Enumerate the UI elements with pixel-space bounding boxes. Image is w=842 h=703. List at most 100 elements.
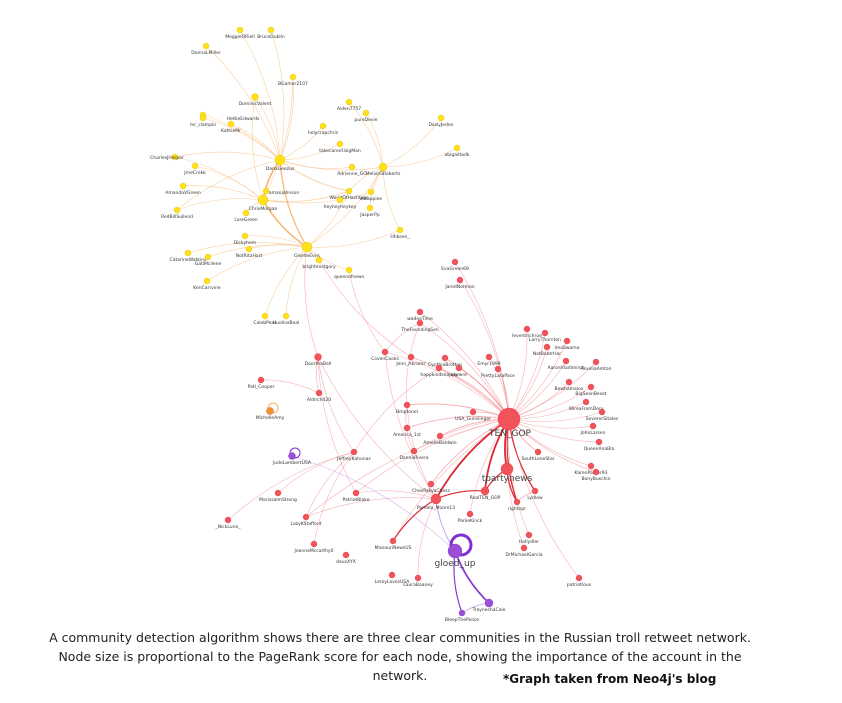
network-edge	[279, 143, 341, 161]
node-label: ParkeKinck	[458, 518, 483, 524]
network-node: JrneCrekk	[183, 162, 206, 176]
network-node: RedBillSullend	[161, 206, 193, 220]
network-node: BigSeanBeset	[575, 383, 607, 397]
node-circle	[592, 358, 600, 366]
node-circle	[350, 448, 358, 456]
network-edge	[417, 498, 437, 579]
node-circle	[199, 114, 207, 122]
network-edge	[410, 356, 510, 420]
network-node: Bowhamalov	[555, 378, 584, 392]
network-edge	[419, 311, 510, 420]
network-edge	[508, 418, 580, 579]
network-node: WireaFromDery	[569, 398, 604, 412]
node-label: deusXYX	[336, 559, 356, 565]
network-edge	[419, 322, 510, 420]
node-circle	[245, 245, 253, 253]
node-label: AmelieBaldwin	[423, 440, 456, 446]
node-circle	[441, 354, 449, 362]
network-node: skewre	[451, 364, 467, 378]
node-circle	[396, 226, 404, 234]
node-circle	[345, 187, 353, 195]
node-circle	[494, 365, 502, 373]
node-circle	[315, 256, 323, 264]
node-label: Jenn_Abrams	[395, 361, 426, 367]
node-circle	[262, 187, 270, 195]
node-circle	[541, 329, 549, 337]
node-circle	[315, 389, 323, 397]
network-node: MissouriNewsUS	[375, 537, 412, 551]
node-label: DonnaLMiller	[191, 50, 221, 56]
node-label: holycrapchris	[308, 130, 339, 136]
network-edge	[317, 356, 437, 500]
node-circle	[203, 277, 211, 285]
node-circle	[589, 422, 597, 430]
node-label: DominicValent	[239, 101, 272, 107]
node-circle	[367, 188, 375, 196]
network-node: patriotlous	[567, 574, 592, 588]
network-edge	[254, 96, 281, 161]
node-label: SovererSitales	[586, 416, 619, 422]
network-edge	[382, 117, 442, 168]
network-edge	[251, 96, 264, 201]
node-label: Bmptonol	[396, 409, 418, 415]
node-circle	[257, 376, 265, 384]
node-circle	[520, 544, 528, 552]
node-circle	[414, 574, 422, 582]
node-circle	[241, 232, 249, 240]
network-edge	[244, 235, 308, 248]
node-label: rightnpr	[508, 506, 526, 512]
network-node: HuelinsBeal	[273, 312, 300, 326]
node-label: JaredNorman	[444, 284, 474, 290]
node-label: ImaSwama	[555, 345, 580, 351]
retweet-network-graph: MeggieORiell BruceDublin DonnaLMiller BGame…	[150, 26, 619, 623]
node-circle	[416, 319, 424, 327]
network-node: QueenAnaBla	[584, 438, 615, 452]
network-node: LeroyLovesUSA	[375, 571, 410, 585]
node-circle	[563, 337, 571, 345]
node-label: DoorthaBell	[305, 361, 332, 367]
node-label: CatarineWatkins	[170, 257, 208, 263]
network-edge	[176, 198, 264, 211]
node-circle	[301, 241, 313, 253]
network-edge	[365, 112, 384, 168]
figure-caption: A community detection algorithm shows th…	[20, 628, 780, 685]
network-node: Aldrich420	[307, 389, 331, 403]
network-node: Patl_Cooper	[248, 376, 274, 390]
node-label: JohnLarsen	[580, 430, 606, 436]
node-circle	[274, 489, 282, 497]
node-circle	[598, 408, 606, 416]
node-label: HuelinsBeal	[273, 320, 300, 326]
network-node: holycrapchris	[308, 122, 339, 136]
node-label: TrayneshaCole	[472, 607, 506, 613]
network-node: JohnLarsen	[580, 422, 606, 436]
node-circle	[531, 487, 539, 495]
node-circle	[592, 468, 600, 476]
network-node: LazyKStafford	[290, 513, 322, 527]
node-label: RedBillSullend	[161, 214, 193, 220]
node-label: JeanneMccarthy0	[294, 548, 334, 554]
network-node: CynthiaBrotton	[428, 354, 462, 368]
network-node: JeanneMccarthy0	[294, 540, 334, 554]
network-node: happkindsnappy	[420, 364, 458, 378]
network-node: Adrienne_GG	[337, 163, 367, 177]
node-circle	[484, 598, 494, 608]
node-circle	[266, 407, 274, 415]
node-circle	[342, 551, 350, 559]
node-circle	[430, 493, 442, 505]
node-label: BGamer2107	[278, 81, 308, 87]
node-circle	[191, 162, 199, 170]
network-node: LarryThornton	[529, 329, 561, 343]
network-edge	[318, 259, 412, 358]
network-edge	[392, 418, 510, 542]
node-circle	[173, 206, 181, 214]
node-label: CynthiaBrotton	[428, 362, 462, 368]
network-node: MeggieORiell	[225, 26, 255, 40]
network-node: pureDevie	[354, 109, 378, 123]
network-edge	[506, 418, 525, 549]
node-label: _NickLune_	[214, 524, 241, 530]
caption-line-3: network.	[372, 668, 428, 683]
network-edge	[262, 76, 294, 201]
node-circle	[224, 516, 232, 524]
node-label: PatriotBlake	[343, 497, 370, 503]
node-label: JrneCrekk	[183, 170, 206, 176]
